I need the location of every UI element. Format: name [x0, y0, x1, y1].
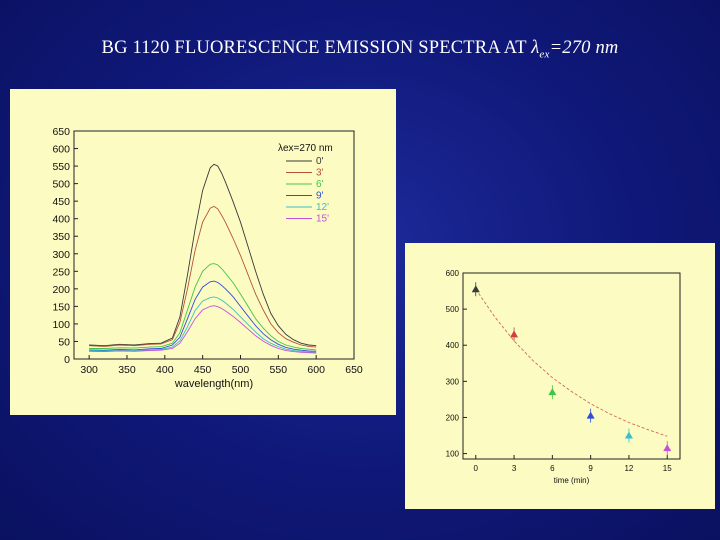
y-tick-label: 350 — [52, 231, 70, 243]
decay-chart: 100 200 300 400 500 600 0 3 6 9 12 15 time (min) — [446, 269, 681, 485]
x-axis-label: wavelength(nm) — [174, 378, 253, 390]
data-point — [663, 444, 672, 452]
slide-title-lambda: λ — [531, 38, 540, 58]
y-tick-label: 100 — [52, 319, 70, 331]
y-tick-label: 50 — [58, 336, 70, 348]
data-point — [586, 411, 595, 419]
slide-title-main: BG 1120 FLUORESCENCE EMISSION SPECTRA AT — [101, 38, 532, 58]
legend-label: 6' — [316, 179, 324, 190]
series-line — [89, 305, 317, 354]
y-tick-label: 0 — [64, 354, 70, 366]
x-tick-label: 300 — [80, 364, 98, 376]
slide-title-tail: =270 nm — [549, 38, 619, 58]
slide-title: BG 1120 FLUORESCENCE EMISSION SPECTRA AT… — [0, 38, 720, 61]
decay-panel: 100 200 300 400 500 600 0 3 6 9 12 15 time (min) — [405, 243, 715, 509]
legend-label: 3' — [316, 168, 324, 179]
data-point — [510, 330, 519, 338]
legend-label: 0' — [316, 156, 324, 167]
x-tick-label: 3 — [512, 464, 517, 473]
series-line — [89, 205, 317, 348]
legend-label: 12' — [316, 202, 329, 213]
x-tick-label: 0 — [474, 464, 479, 473]
data-point — [471, 285, 480, 293]
x-tick-label: 12 — [624, 464, 633, 473]
series-line — [89, 296, 317, 353]
y-tick-label: 500 — [52, 179, 70, 191]
y-tick-label: 400 — [52, 214, 70, 226]
x-tick-label: 600 — [307, 364, 325, 376]
data-point — [548, 388, 557, 396]
x-tick-label: 9 — [588, 464, 593, 473]
legend-label: 9' — [316, 191, 324, 202]
x-tick-label: 550 — [270, 364, 288, 376]
x-tick-label: 400 — [156, 364, 174, 376]
plot-frame — [462, 272, 681, 460]
y-tick-label: 300 — [446, 377, 460, 386]
y-tick-label: 200 — [52, 284, 70, 296]
legend-title: λex=270 nm — [278, 143, 333, 154]
x-tick-label: 450 — [194, 364, 212, 376]
x-tick-label: 15 — [663, 464, 672, 473]
series-line — [89, 163, 317, 347]
x-tick-label: 650 — [345, 364, 363, 376]
plot-frame — [73, 130, 355, 360]
y-tick-label: 300 — [52, 249, 70, 261]
x-tick-label: 350 — [118, 364, 136, 376]
y-tick-label: 500 — [446, 305, 460, 314]
slide-title-sub: ex — [539, 48, 550, 61]
y-tick-label: 600 — [52, 144, 70, 156]
emission-spectra-panel: 0 50 100 150 200 250 300 350 400 450 500 550 600 650 3… — [10, 89, 396, 415]
series-line — [89, 263, 317, 351]
emission-spectra-chart: 0 50 100 150 200 250 300 350 400 450 500 550 600 650 3… — [52, 126, 363, 390]
x-tick-label: 6 — [550, 464, 555, 473]
y-tick-label: 100 — [446, 450, 460, 459]
y-tick-label: 250 — [52, 266, 70, 278]
data-point — [624, 431, 633, 439]
fit-curve — [475, 289, 668, 437]
y-tick-label: 550 — [52, 161, 70, 173]
y-tick-label: 400 — [446, 341, 460, 350]
y-tick-label: 150 — [52, 301, 70, 313]
x-axis-label: time (min) — [554, 476, 590, 485]
y-tick-label: 600 — [446, 269, 460, 278]
legend-label: 15' — [316, 214, 329, 225]
y-tick-label: 200 — [446, 413, 460, 422]
series-line — [89, 280, 317, 352]
y-tick-label: 450 — [52, 196, 70, 208]
y-tick-label: 650 — [52, 126, 70, 138]
x-tick-label: 500 — [232, 364, 250, 376]
